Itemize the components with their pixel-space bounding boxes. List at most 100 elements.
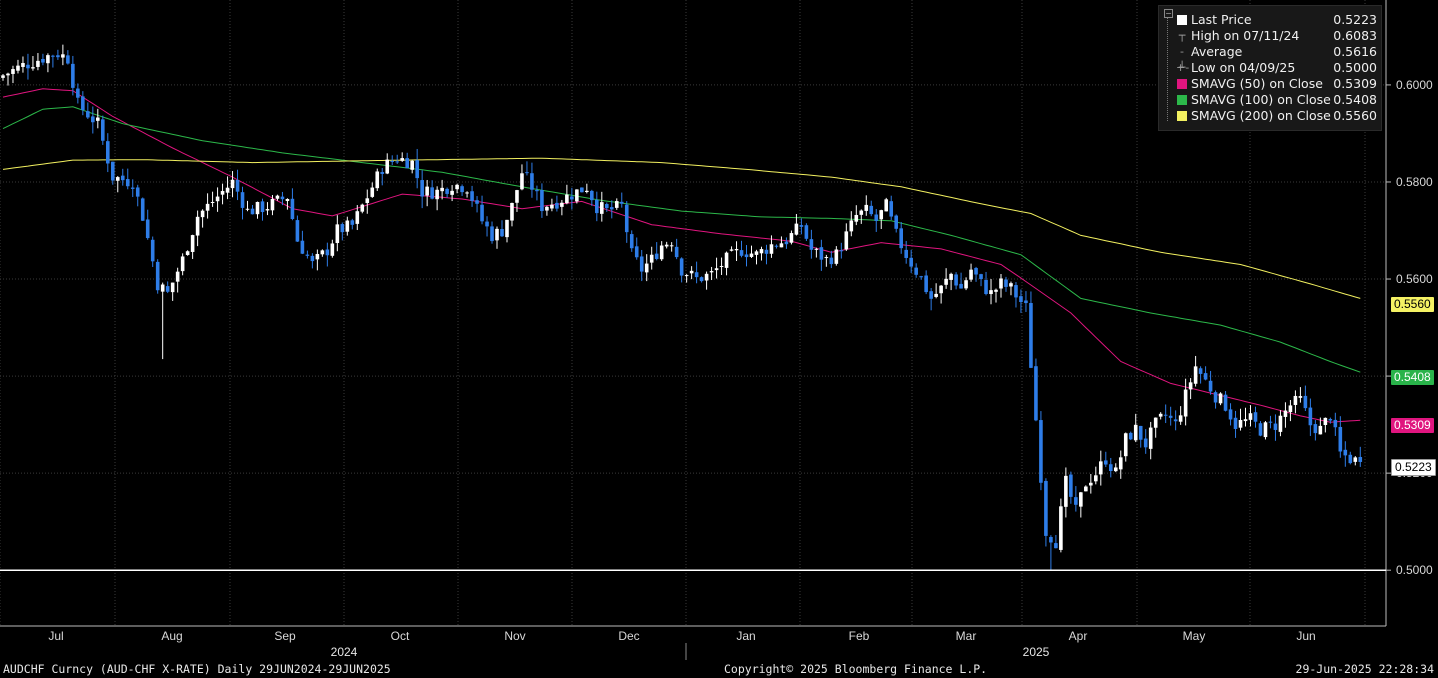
price-tag-smavg-50: 0.5309 (1391, 418, 1434, 433)
candle-body (535, 190, 539, 192)
candle-body (505, 219, 509, 238)
candle-body (704, 273, 709, 281)
candle-body (560, 202, 564, 207)
low-marker-icon: ┴ (1178, 61, 1186, 74)
candle-body (669, 245, 674, 247)
moving-averages (2, 88, 1361, 423)
candle-body (1069, 474, 1073, 497)
candle-body (1193, 366, 1198, 384)
candle-body (1213, 392, 1218, 403)
candle-body (105, 141, 110, 164)
candle-body (76, 88, 80, 98)
candle-body (934, 293, 938, 297)
candle-body (460, 186, 464, 193)
candle-body (425, 186, 429, 196)
legend-swatch (1177, 111, 1187, 121)
candle-body (789, 233, 794, 243)
candle-body (1163, 414, 1168, 416)
candle-body (634, 246, 639, 258)
x-tick-label: Jul (48, 629, 63, 643)
candle-body (1238, 420, 1243, 428)
legend-swatch (1177, 95, 1187, 105)
legend-label: SMAVG (100) on Close (1191, 92, 1331, 107)
candle-body (550, 204, 554, 209)
candle-body (1173, 419, 1178, 422)
candle-body (959, 283, 963, 289)
candle-body (804, 225, 809, 239)
candle-body (265, 209, 270, 211)
candle-body (624, 204, 629, 233)
candle-body (794, 223, 799, 235)
candle-body (570, 196, 574, 200)
legend-swatch (1177, 15, 1187, 25)
candle-body (96, 117, 100, 121)
candle-body (1273, 423, 1278, 430)
legend-collapse-icon[interactable]: − (1164, 9, 1173, 18)
candle-body (86, 111, 90, 118)
candle-body (300, 240, 305, 254)
legend-item-last-price: Last Price 0.5223 (1159, 12, 1381, 28)
legend-value: 0.5560 (1333, 108, 1377, 123)
candle-body (1168, 415, 1173, 418)
candle-body (1253, 412, 1258, 422)
legend-label: Low on 04/09/25 (1191, 60, 1296, 75)
candle-body (1268, 421, 1273, 423)
candle-body (155, 261, 160, 291)
candle-body (315, 253, 320, 260)
candle-body (16, 65, 20, 71)
x-tick-label: Sep (274, 629, 296, 643)
candle-body (365, 198, 370, 203)
candle-body (220, 191, 225, 195)
legend-value: 0.5223 (1333, 12, 1377, 27)
candle-body (749, 253, 754, 257)
candle-body (71, 63, 75, 88)
candle-body (919, 276, 923, 278)
candle-body (585, 190, 589, 192)
candle-body (979, 274, 983, 280)
candle-body (719, 265, 724, 267)
candle-body (824, 257, 829, 259)
candle-body (1044, 480, 1048, 536)
candle-body (11, 69, 15, 74)
candle-body (350, 220, 355, 225)
ma-line-50 (2, 88, 1361, 423)
candle-body (1059, 506, 1063, 550)
candle-body (1089, 482, 1093, 486)
legend-swatch (1177, 79, 1187, 89)
legend-value: 0.6083 (1333, 28, 1377, 43)
candle-body (999, 278, 1003, 289)
candle-body (345, 220, 350, 232)
candle-body (510, 202, 514, 221)
candle-body (210, 201, 215, 203)
legend-item-smavg-100: SMAVG (100) on Close 0.5408 (1159, 92, 1381, 108)
candle-body (1278, 415, 1283, 432)
candle-body (679, 258, 684, 276)
candle-body (954, 274, 958, 286)
candle-body (899, 228, 903, 249)
candle-body (784, 241, 789, 245)
candle-body (195, 216, 200, 236)
legend-label: SMAVG (200) on Close (1191, 108, 1331, 123)
candles (1, 44, 1363, 571)
candle-body (440, 187, 444, 192)
x-tick-label: Dec (618, 629, 639, 643)
legend-tree-line (1167, 11, 1169, 121)
candle-body (769, 244, 774, 254)
candle-body (235, 179, 240, 192)
candle-body (1108, 464, 1113, 472)
candle-body (1288, 405, 1293, 413)
footer-copyright: Copyright© 2025 Bloomberg Finance L.P. (724, 662, 988, 676)
y-tick-label: 0.6000 (1396, 78, 1433, 92)
candle-body (964, 280, 968, 289)
candle-body (260, 201, 265, 213)
candle-body (924, 275, 928, 293)
x-tick-label: Nov (504, 629, 525, 643)
candle-body (415, 160, 419, 179)
candle-body (66, 55, 70, 64)
candle-body (175, 271, 180, 282)
candle-body (729, 249, 734, 251)
candle-body (929, 291, 933, 299)
legend-label: SMAVG (50) on Close (1191, 76, 1323, 91)
candle-body (1198, 368, 1203, 374)
candle-body (600, 202, 604, 214)
